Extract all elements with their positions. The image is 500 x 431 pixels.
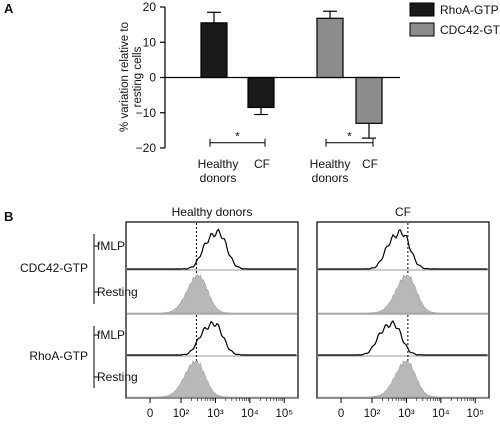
histogram-outline	[127, 228, 297, 270]
bar	[316, 17, 344, 79]
significance-marker: *	[235, 130, 240, 144]
histogram-filled	[127, 274, 297, 314]
group-label: RhoA-GTP	[29, 349, 88, 363]
y-tick-label: 10	[143, 35, 157, 49]
x-tick-label: 0	[338, 408, 344, 420]
histogram-outline	[127, 320, 297, 356]
y-axis-label: % variation relative toresting cells	[119, 22, 144, 132]
histogram-panels: Healthy donors 0 10² 10³ 10⁴ 10⁵ CF 0 10² 10³ 10⁴ 1…	[20, 205, 490, 420]
histogram-outline	[318, 319, 488, 356]
row-label: Resting	[97, 370, 138, 384]
category-label: Healthy	[198, 157, 239, 171]
legend-swatch	[409, 22, 435, 37]
x-tick-label: 10²	[364, 408, 381, 420]
bar	[247, 76, 275, 109]
x-tick-label: 10⁵	[466, 408, 484, 420]
category-label: donors	[312, 171, 349, 185]
x-tick-label: 10⁵	[275, 408, 293, 420]
y-axis-label-line: % variation relative to	[119, 22, 131, 132]
category-label: donors	[200, 171, 237, 185]
y-tick-label: 0	[149, 71, 156, 85]
y-tick-label: −10	[136, 106, 157, 120]
legend-swatch	[409, 2, 435, 17]
y-tick-label: −20	[136, 141, 157, 155]
histogram-filled	[318, 274, 488, 314]
row-label: fMLP	[97, 239, 125, 253]
column-title: CF	[395, 205, 411, 219]
category-label: CF	[254, 157, 270, 171]
row-label: fMLP	[97, 328, 125, 342]
histogram-filled	[127, 360, 297, 398]
row-label: Resting	[97, 285, 138, 299]
category-label: CF	[362, 157, 378, 171]
legend-label: RhoA-GTP	[440, 3, 499, 17]
column-title: Healthy donors	[172, 205, 253, 219]
x-tick-label: 10⁴	[241, 408, 259, 420]
x-tick-label: 10³	[398, 408, 415, 420]
histogram-outline	[318, 229, 488, 270]
bar	[355, 76, 383, 124]
category-label: Healthy	[310, 157, 351, 171]
legend: RhoA-GTP CDC42-GTP	[409, 2, 500, 37]
y-tick-label: 20	[143, 0, 157, 14]
histogram-filled	[318, 360, 488, 398]
x-tick-label: 10²	[173, 408, 190, 420]
panel-a-label: A	[4, 1, 14, 16]
x-tick-label: 0	[147, 408, 153, 420]
legend-label: CDC42-GTP	[440, 23, 500, 37]
x-tick-label: 10³	[207, 408, 224, 420]
x-tick-label: 10⁴	[432, 408, 450, 420]
bar	[200, 22, 228, 79]
significance-marker: *	[347, 130, 352, 144]
bar-chart: −20 −10 0 10 20 % variation relative torestin…	[119, 0, 400, 185]
panel-b-label: B	[4, 209, 13, 224]
y-axis-label-line: resting cells	[132, 46, 144, 107]
group-label: CDC42-GTP	[20, 261, 88, 275]
